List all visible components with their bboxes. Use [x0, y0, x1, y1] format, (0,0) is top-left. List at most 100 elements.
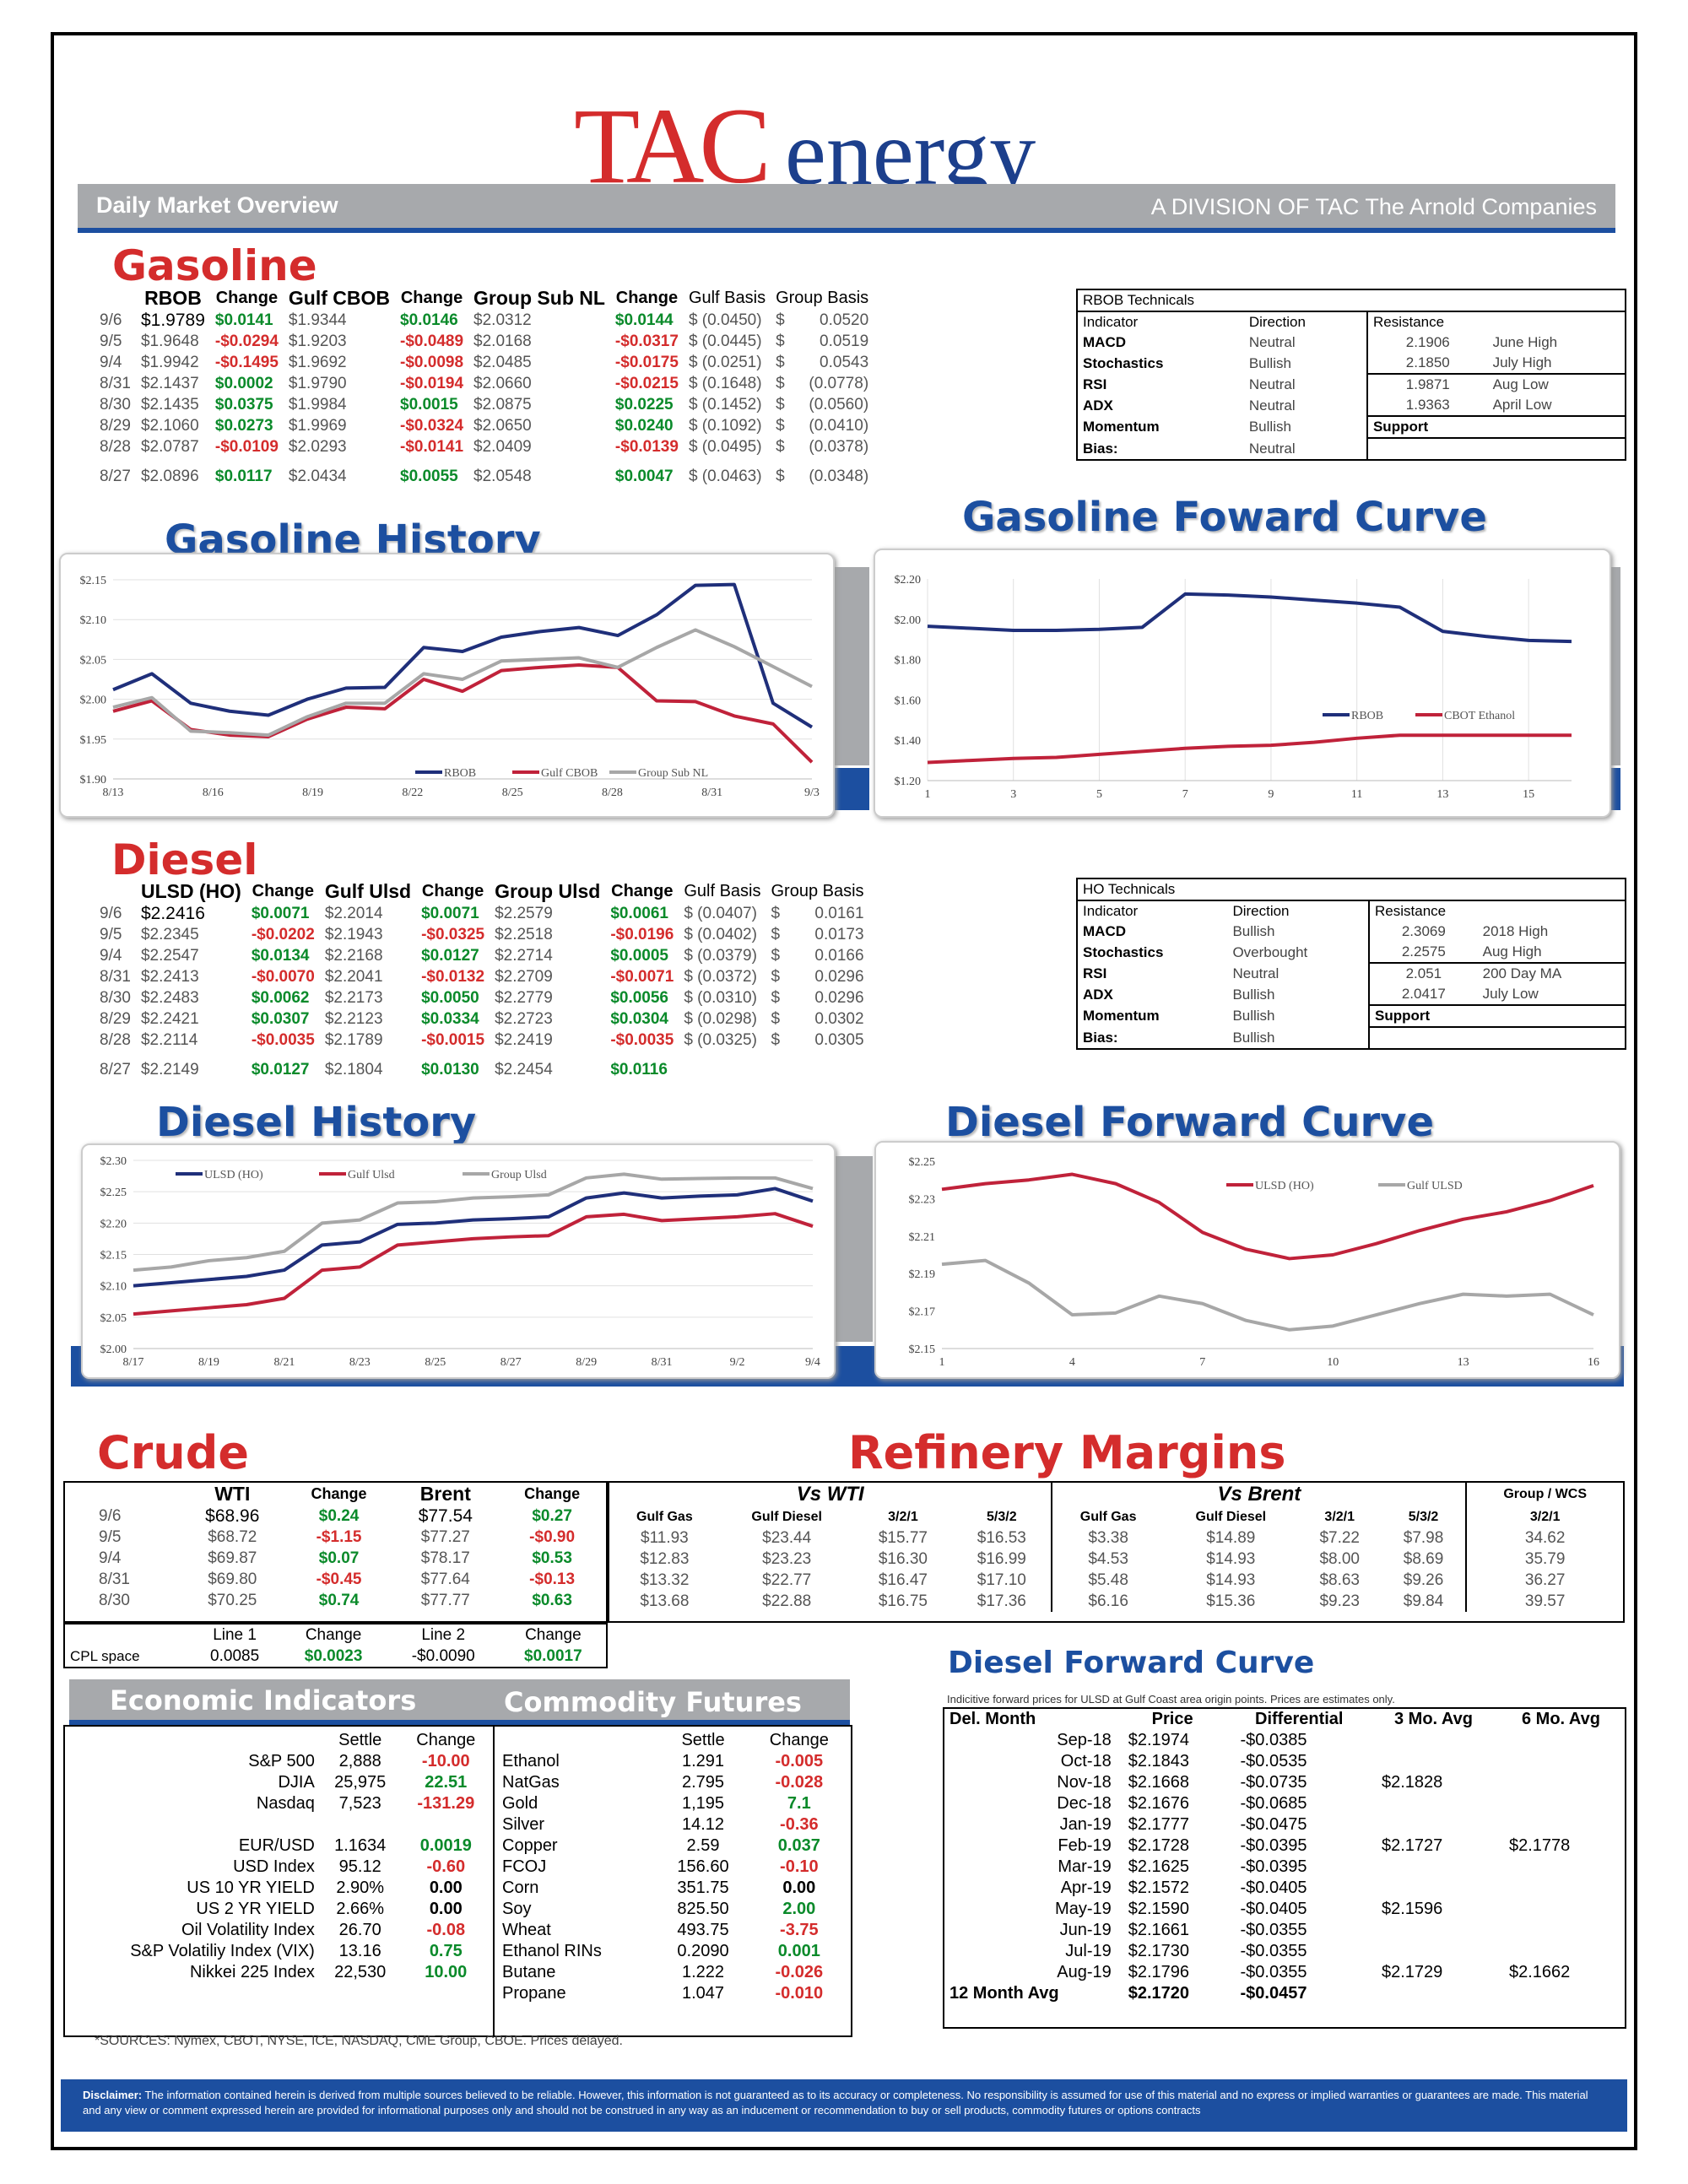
column-header: Change — [400, 289, 463, 307]
table-cell: $77.54 — [418, 1506, 473, 1526]
table-cell: $ (0.1092) — [688, 416, 762, 435]
table-cell: 351.75 — [677, 1879, 729, 1897]
table-row: $11.93 $23.44 $15.77 $16.53 $3.38 $14.89 $7.22… — [609, 1527, 1623, 1549]
table-cell: Butane — [502, 1963, 556, 1981]
table-cell: 0.75 — [429, 1942, 463, 1960]
table-row: NatGas 2.795 -0.028 — [497, 1772, 850, 1793]
table-cell: Momentum — [1083, 419, 1160, 435]
table-cell: $16.99 — [977, 1549, 1026, 1568]
table-cell — [1497, 1751, 1625, 1772]
table-cell: 0.00 — [782, 1879, 816, 1897]
table-cell: $2.1625 — [1128, 1857, 1190, 1876]
table-cell: -0.10 — [780, 1857, 819, 1876]
cpl-label: CPL space — [70, 1647, 140, 1664]
table-cell: $77.64 — [420, 1570, 470, 1588]
table-cell: $0.0304 — [610, 1009, 668, 1028]
table-cell: $0.0023 — [304, 1646, 363, 1665]
tech-row: Stochastics Overbought 2.2575 Aug High — [1077, 942, 1626, 964]
page-frame — [51, 32, 1637, 2150]
table-cell: Bullish — [1248, 419, 1291, 435]
table-cell: 25,975 — [334, 1773, 387, 1792]
table-cell: 1.047 — [681, 1984, 725, 2003]
table-cell: $2.1590 — [1128, 1900, 1190, 1918]
series-line-0 — [133, 1187, 814, 1288]
table-cell — [679, 1051, 766, 1080]
table-cell: -$0.0139 — [614, 437, 679, 456]
diesel-history-title: Diesel History — [156, 1099, 477, 1146]
table-cell — [1368, 1027, 1478, 1049]
table-cell: -$0.0098 — [400, 353, 464, 371]
table-cell: $0.0141 — [214, 311, 273, 329]
table-cell — [1497, 1983, 1625, 2004]
table-cell: NatGas — [502, 1773, 560, 1792]
rbob-technicals-table: RBOB Technicals Indicator Direction Resista… — [1076, 289, 1626, 461]
table-cell — [1497, 1793, 1625, 1814]
table-cell: $ — [771, 967, 781, 986]
table-cell: $2.2714 — [495, 946, 553, 965]
table-cell — [1370, 1793, 1497, 1814]
diesel-title: Diesel — [111, 835, 258, 884]
x-tick-label: 8/25 — [502, 787, 523, 799]
y-tick-label: $2.00 — [100, 1343, 127, 1356]
table-cell: $23.23 — [762, 1549, 812, 1568]
column-header: Group Basis — [776, 289, 869, 307]
blank-header — [497, 1730, 657, 1751]
table-cell: 14.12 — [681, 1815, 725, 1834]
table-cell: Bullish — [1232, 986, 1275, 1003]
table-cell: $68.96 — [205, 1506, 260, 1526]
table-cell: $2.1974 — [1128, 1731, 1190, 1749]
table-cell: $8.69 — [1403, 1549, 1444, 1568]
table-row: Silver 14.12 -0.36 — [497, 1814, 850, 1835]
settle-header: Settle — [338, 1731, 382, 1749]
diesel-price-table: ULSD (HO) Change Gulf Ulsd Change Group Ulsd… — [95, 880, 869, 1080]
table-cell — [1370, 1751, 1497, 1772]
table-cell: -$0.0294 — [214, 332, 279, 350]
table-cell: $9.26 — [1403, 1570, 1444, 1589]
table-cell: 2018 High — [1482, 923, 1549, 939]
column-header: 6 Mo. Avg — [1522, 1710, 1600, 1728]
table-row: Oct-18 $2.1843 -$0.0535 — [944, 1751, 1625, 1772]
table-cell: $ (0.0495) — [688, 437, 762, 456]
table-cell: 200 Day MA — [1482, 965, 1562, 981]
y-tick-label: $2.21 — [909, 1231, 936, 1244]
column-header: RBOB — [144, 287, 202, 309]
table-cell: $2.1778 — [1508, 1836, 1571, 1855]
y-tick-label: $1.95 — [80, 734, 107, 747]
table-row: Aug-19 $2.1796 -$0.0355 $2.1729 $2.1662 — [944, 1962, 1625, 1983]
table-cell: $ (0.0372) — [684, 967, 757, 986]
table-cell: -$0.90 — [529, 1527, 576, 1546]
table-cell: $2.1676 — [1128, 1794, 1190, 1813]
settle-header: Settle — [681, 1731, 725, 1749]
table-cell — [1497, 1772, 1625, 1793]
table-cell: $2.1572 — [1128, 1879, 1190, 1897]
blank-header — [65, 1624, 189, 1646]
table-cell: $ (0.0310) — [684, 988, 757, 1007]
banner-title: Daily Market Overview — [96, 192, 338, 218]
table-cell: $0.0005 — [610, 946, 668, 965]
table-cell: 26.70 — [338, 1921, 381, 1939]
tech-col-header: Direction — [1248, 314, 1306, 330]
table-cell: $0.0002 — [214, 374, 273, 392]
table-cell: -$0.0071 — [610, 967, 674, 986]
table-cell: $2.2547 — [140, 946, 199, 965]
table-cell: $2.2168 — [324, 946, 383, 965]
x-tick-label: 1 — [925, 788, 931, 801]
table-cell — [1497, 1857, 1625, 1878]
table-cell: $0.0056 — [610, 988, 668, 1007]
table-row: $12.83 $23.23 $16.30 $16.99 $4.53 $14.93 $8.00… — [609, 1549, 1623, 1570]
tech-col-header: Resistance — [1368, 900, 1626, 922]
table-cell: -$0.0355 — [1240, 1963, 1307, 1981]
table-cell: $0.0146 — [400, 311, 458, 329]
table-cell: Support — [1366, 416, 1488, 439]
table-row: Mar-19 $2.1625 -$0.0395 — [944, 1857, 1625, 1878]
table-cell: May-19 — [1055, 1900, 1112, 1918]
y-tick-label: $2.17 — [909, 1306, 936, 1319]
table-cell: 13.16 — [338, 1942, 381, 1960]
blank-header — [95, 880, 136, 903]
y-tick-label: $2.00 — [80, 695, 107, 707]
table-cell: -$0.0457 — [1240, 1984, 1307, 2003]
table-cell: $ (0.0402) — [684, 925, 757, 943]
table-cell: $14.93 — [1206, 1570, 1256, 1589]
header-row: Del. Month Price Differential 3 Mo. Avg 6 Mo… — [944, 1709, 1625, 1730]
table-cell: (0.0560) — [809, 395, 869, 414]
